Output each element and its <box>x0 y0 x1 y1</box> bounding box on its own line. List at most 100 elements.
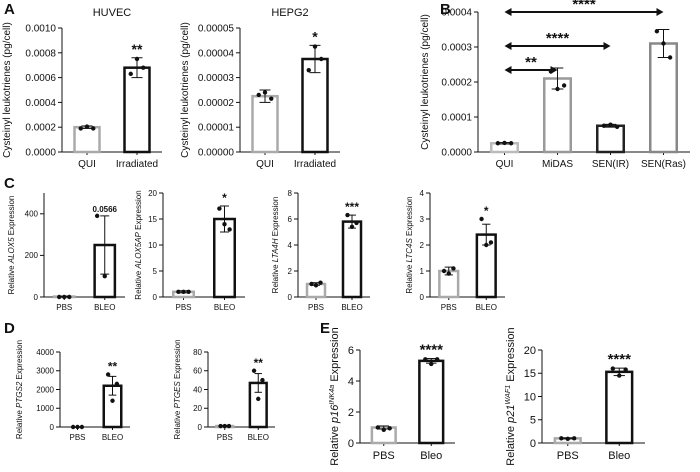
data-point <box>227 227 232 232</box>
x-tick-label: MiDAS <box>542 159 573 170</box>
y-axis-label-part: Cysteinyl leukotrienes (pg/cell) <box>420 14 431 150</box>
x-tick-label: PBS <box>69 433 85 442</box>
bar <box>341 220 363 299</box>
y-tick-label: 80 <box>193 348 202 357</box>
comparison-label: **** <box>572 0 596 13</box>
data-point <box>441 268 447 274</box>
significance-label: * <box>312 28 318 44</box>
y-axis-label-part: p16 <box>329 404 341 424</box>
y-axis-label: Relative ALOX5AP Expression <box>134 190 143 299</box>
data-point <box>217 206 222 211</box>
y-axis-label: Cysteinyl leukotrienes (pg/cell) <box>420 14 431 150</box>
y-axis-label-part: Cysteinyl leukotrienes (pg/cell) <box>2 22 13 158</box>
y-axis-label-part: WAF1 <box>504 385 512 405</box>
x-tick-label: PBS <box>56 303 72 312</box>
data-point <box>502 140 507 146</box>
data-point <box>67 294 72 300</box>
y-axis-label-part: Expression <box>405 196 414 238</box>
data-point <box>309 281 314 287</box>
y-axis-label-part: Expression <box>15 340 24 382</box>
data-point <box>222 222 227 227</box>
y-axis-label: Cysteinyl leukotrienes (pg/cell) <box>2 22 13 158</box>
y-tick-label: 5 <box>530 415 536 427</box>
y-tick-label: 0 <box>420 293 425 302</box>
x-tick-label: Bleo <box>420 450 442 462</box>
data-point <box>451 266 456 271</box>
panel-label: A <box>4 1 15 18</box>
bar <box>123 66 151 154</box>
x-tick-label: SEN(IR) <box>592 159 629 170</box>
y-axis-label: Relative PTGS2 Expression <box>15 340 24 439</box>
y-tick-label: 6 <box>348 345 354 357</box>
data-point <box>102 274 107 279</box>
data-point <box>555 86 560 92</box>
bar <box>73 125 101 154</box>
y-axis-label-part: Expression <box>134 190 143 232</box>
y-axis-label-part: Relative <box>329 423 341 466</box>
y-axis-label: Relative ALOX5 Expression <box>7 196 16 295</box>
y-tick-label: 0 <box>348 438 354 450</box>
y-tick-label: 0.0010 <box>25 24 56 35</box>
significance-label: ** <box>254 356 264 370</box>
y-tick-label: 0.00004 <box>198 48 235 59</box>
y-axis-label: Relative p16INK4a Expression <box>328 327 341 466</box>
y-axis-label-part: Relative <box>405 262 414 293</box>
significance-label: * <box>484 204 489 218</box>
y-axis-label-part: Relative <box>15 408 24 439</box>
significance-label: 0.0566 <box>93 205 118 214</box>
data-point <box>617 373 622 378</box>
y-axis-label-part: Relative <box>505 423 517 466</box>
data-point <box>128 71 133 77</box>
y-tick-label: 2 <box>288 267 293 276</box>
y-axis-label-part: Expression <box>329 327 341 384</box>
y-tick-label: 2 <box>348 407 354 419</box>
data-point <box>488 240 494 245</box>
x-tick-label: BLEO <box>248 433 269 442</box>
y-tick-label: 0.0008 <box>25 48 56 59</box>
data-point <box>251 368 257 373</box>
data-point <box>134 56 140 62</box>
data-point <box>105 372 111 377</box>
y-tick-label: 3000 <box>36 367 54 376</box>
y-tick-label: 4 <box>420 189 425 198</box>
data-point <box>75 424 80 430</box>
data-point <box>269 96 274 101</box>
y-axis-label-part: Expression <box>7 196 16 238</box>
data-point <box>56 294 62 300</box>
data-point <box>349 224 355 229</box>
x-tick-label: Irradiated <box>116 159 158 170</box>
data-point <box>446 271 451 276</box>
y-tick-label: 0 <box>530 438 536 450</box>
y-axis-label-part: Expression <box>271 197 280 239</box>
y-tick-label: 6 <box>288 215 293 224</box>
y-tick-label: 0.0004 <box>441 8 472 19</box>
y-tick-label: 0.0001 <box>441 113 472 124</box>
data-point <box>181 289 186 294</box>
comparison-label: ** <box>525 54 537 71</box>
x-tick-label: BLEO <box>214 303 235 312</box>
data-point <box>176 289 181 294</box>
y-tick-label: 1000 <box>36 404 54 413</box>
data-point <box>262 90 268 95</box>
data-point <box>91 126 96 131</box>
x-tick-label: BLEO <box>94 303 115 312</box>
y-tick-label: 2000 <box>36 385 54 394</box>
data-point <box>429 361 434 367</box>
y-tick-label: 0.00000 <box>198 148 235 159</box>
y-tick-label: 0.0000 <box>441 148 472 159</box>
y-axis-label: Relative PTGES Expression <box>173 339 182 439</box>
y-axis-label-part: Cysteinyl leukotrienes (pg/cell) <box>180 22 191 158</box>
y-axis-label-part: Relative <box>271 262 280 293</box>
y-tick-label: 10 <box>524 391 536 403</box>
y-tick-label: 4 <box>348 376 354 388</box>
data-point <box>387 426 392 431</box>
data-point <box>186 289 191 294</box>
data-point <box>495 141 501 146</box>
y-axis-label-part: p21 <box>505 405 517 424</box>
y-tick-label: 8 <box>288 189 293 198</box>
significance-label: **** <box>420 342 444 359</box>
y-tick-label: 15 <box>524 368 536 380</box>
y-tick-label: 3 <box>420 215 425 224</box>
data-point <box>434 357 440 362</box>
bar <box>649 42 678 154</box>
